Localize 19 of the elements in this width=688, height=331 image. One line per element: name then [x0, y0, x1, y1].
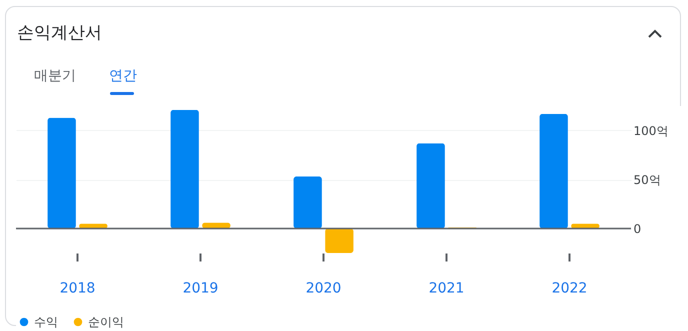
y-tick-label: 50억 [634, 173, 661, 187]
y-tick-label: 0 [634, 222, 642, 236]
bar [48, 118, 76, 228]
bar [294, 176, 322, 228]
text: 매분기 [34, 67, 76, 85]
y-tick-label: 100억 [634, 124, 668, 138]
bar [540, 114, 568, 228]
x-tick-label: 2020 [306, 280, 342, 296]
bar [170, 110, 199, 228]
legend-label: 수익 [34, 315, 58, 329]
chart-title: 손익계산서 [17, 22, 102, 44]
x-tick-label: 2022 [552, 280, 588, 296]
legend-label: 순이익 [88, 315, 124, 329]
x-tick-label: 2018 [60, 280, 96, 296]
text: 연간 [109, 67, 137, 85]
bar [416, 143, 445, 228]
x-tick-label: 2019 [182, 280, 218, 296]
bar [325, 228, 354, 253]
x-tick-label: 2021 [428, 280, 464, 296]
